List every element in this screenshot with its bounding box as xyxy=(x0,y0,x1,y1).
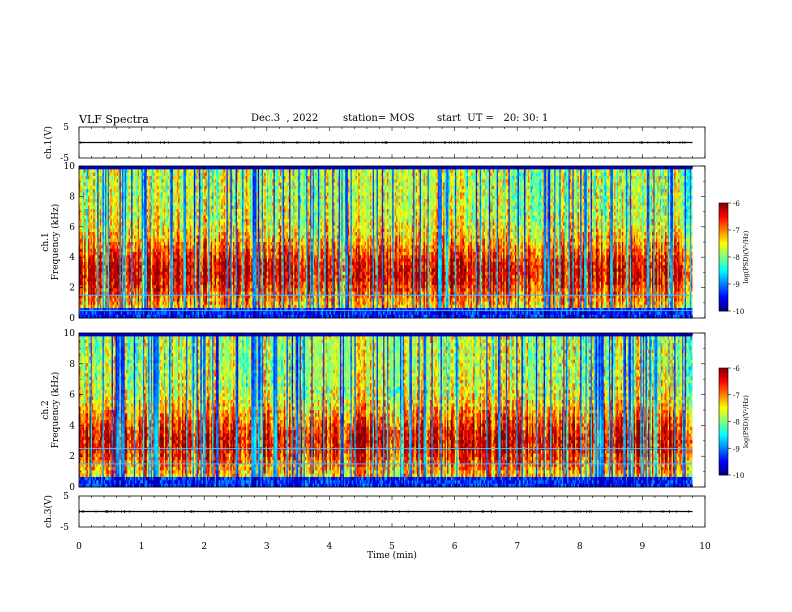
y-axis-label: ch.1(V) xyxy=(43,126,54,159)
y-tick-label: 5 xyxy=(63,123,69,133)
panel-ch1-waveform: 5-5ch.1(V) xyxy=(43,123,705,164)
vlf-figure: 5-5ch.1(V)0246810ch.1 Frequency (kHz)0246… xyxy=(0,0,792,612)
